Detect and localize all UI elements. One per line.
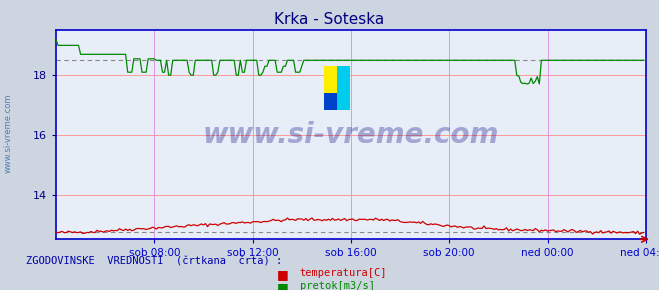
Text: ■: ■ [277,281,289,290]
Text: www.si-vreme.com: www.si-vreme.com [4,94,13,173]
Text: ■: ■ [277,268,289,281]
Bar [324,93,337,110]
Text: ZGODOVINSKE  VREDNOSTI  (črtkana  črta) :: ZGODOVINSKE VREDNOSTI (črtkana črta) : [26,257,283,267]
Text: temperatura[C]: temperatura[C] [300,268,387,278]
Bar [337,66,351,110]
Text: pretok[m3/s]: pretok[m3/s] [300,281,375,290]
Text: www.si-vreme.com: www.si-vreme.com [203,121,499,149]
Text: Krka - Soteska: Krka - Soteska [274,12,385,27]
Bar [324,66,337,93]
